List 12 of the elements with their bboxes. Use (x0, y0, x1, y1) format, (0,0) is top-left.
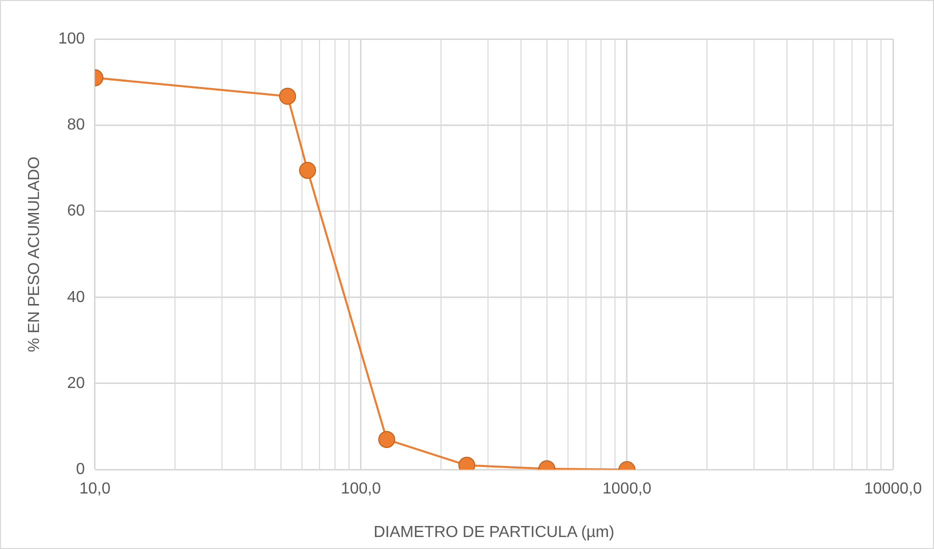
y-tick-label: 40 (67, 288, 85, 306)
y-axis-title: % EN PESO ACUMULADO (26, 156, 44, 352)
x-tick-label: 10000,0 (864, 480, 922, 498)
x-axis-title: DIAMETRO DE PARTICULA (µm) (374, 524, 614, 541)
y-tick-label: 60 (67, 202, 85, 220)
y-tick-label: 20 (67, 374, 85, 392)
x-tick-label: 1000,0 (602, 480, 652, 498)
y-tick-label: 0 (76, 461, 85, 478)
y-tick-label: 100 (58, 30, 85, 48)
y-tick-label: 80 (67, 116, 85, 134)
x-tick-label: 10,0 (79, 480, 111, 498)
x-tick-label: 100,0 (340, 480, 382, 498)
